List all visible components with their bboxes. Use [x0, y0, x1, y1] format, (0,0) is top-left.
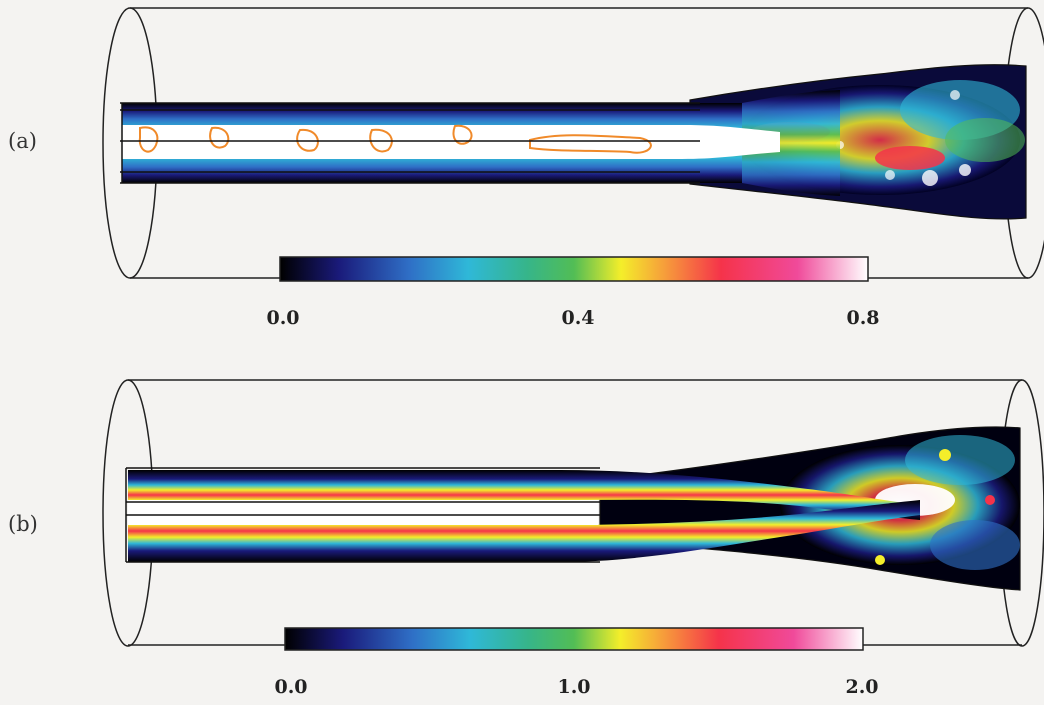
panel-b	[102, 379, 1044, 651]
panel-b-core-white	[128, 500, 598, 525]
colorbar-b-tick-max: 2.0	[845, 676, 879, 698]
panel-a-nozzle-lines	[120, 102, 700, 184]
panel-b-turbulent-region	[599, 426, 1021, 591]
colorbar-a-tick-min: 0.0	[266, 307, 300, 329]
panel-b-colorbar	[284, 627, 864, 651]
panel-b-nozzle-lines	[125, 467, 600, 563]
panel-a	[102, 7, 1044, 282]
colorbar-b-tick-mid: 1.0	[557, 676, 591, 698]
panel-a-colorbar	[279, 256, 869, 282]
panel-a-core-white	[122, 125, 682, 159]
colorbar-a-tick-max: 0.8	[846, 307, 880, 329]
panel-b-label: (b)	[8, 512, 38, 536]
panel-b-lower-stream	[128, 500, 920, 562]
colorbar-b-tick-min: 0.0	[274, 676, 308, 698]
colorbar-a-tick-mid: 0.4	[561, 307, 595, 329]
panel-a-label: (a)	[8, 129, 37, 153]
panel-b-upper-stream	[128, 470, 920, 520]
